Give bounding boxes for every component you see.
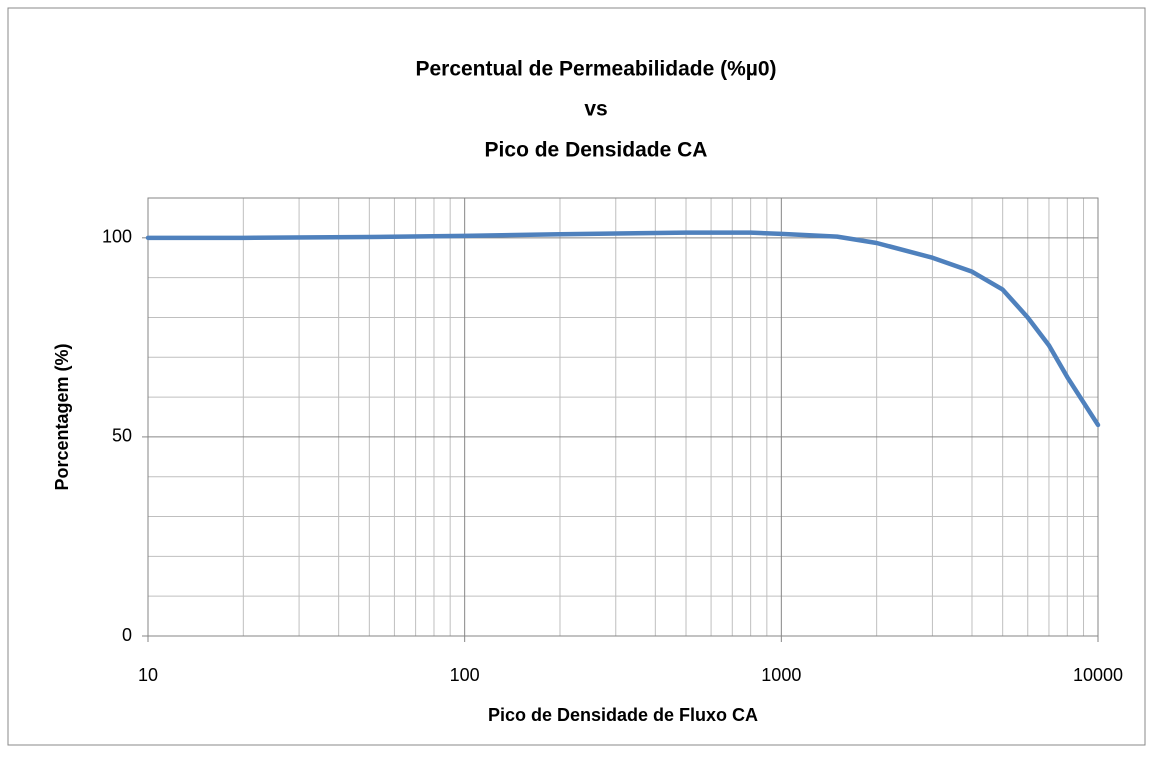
chart-title: Pico de Densidade CA [485,139,708,162]
x-tick-label: 100 [450,665,480,685]
y-axis-label: Porcentagem (%) [52,343,72,490]
x-tick-label: 10 [138,665,158,685]
data-line [145,230,1101,428]
x-tick-label: 10000 [1073,665,1123,685]
y-tick-label: 50 [112,426,132,446]
chart-title: vs [584,98,607,121]
x-axis-label: Pico de Densidade de Fluxo CA [488,705,758,725]
y-tick-label: 0 [122,625,132,645]
x-tick-label: 1000 [761,665,801,685]
frame [7,7,1146,746]
y-tick-label: 100 [102,227,132,247]
chart-title: Percentual de Permeabilidade (%µ0) [415,58,776,81]
plot-border [147,197,1099,637]
